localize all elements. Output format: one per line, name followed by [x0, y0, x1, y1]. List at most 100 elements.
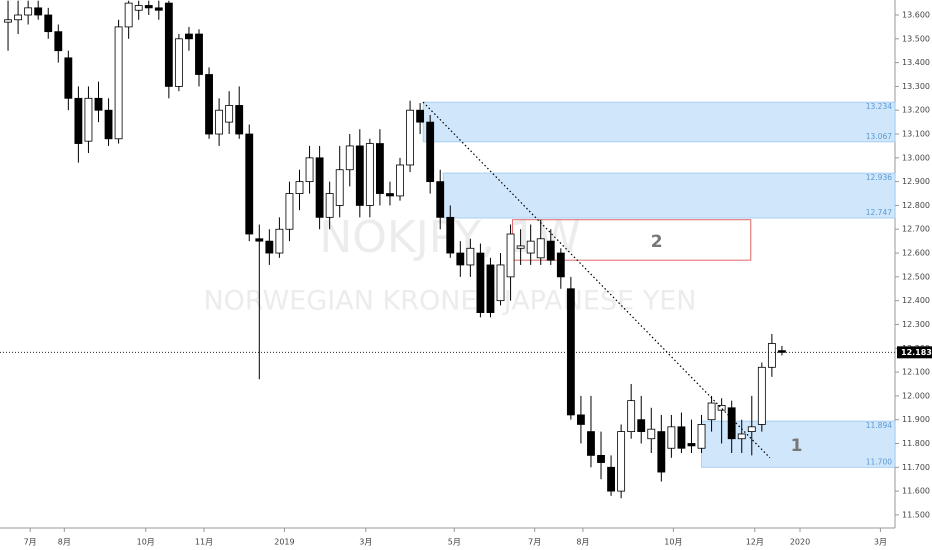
candle-body — [406, 109, 414, 166]
y-tick-label: 12.700 — [902, 225, 930, 234]
candle-body — [667, 426, 676, 449]
y-tick-label: 12.500 — [902, 272, 930, 281]
zone-low-label: 13.067 — [866, 132, 892, 141]
last-price-label: 12.183 — [901, 348, 932, 357]
y-tick-label: 12.400 — [902, 296, 930, 305]
candle-body — [456, 252, 465, 266]
candle-body — [205, 74, 213, 135]
y-tick-label: 12.300 — [902, 320, 930, 329]
candle-body — [657, 431, 666, 473]
zone-high-label: 12.936 — [866, 173, 892, 182]
candle-body — [647, 428, 656, 440]
x-tick-label: 8月 — [576, 538, 589, 547]
candle-body — [446, 216, 455, 254]
candle-body — [516, 245, 525, 249]
candle-body — [506, 233, 515, 278]
x-tick-label: 2020 — [790, 538, 810, 547]
candle-body — [335, 169, 344, 206]
candle-body — [174, 38, 183, 87]
y-tick-label: 13.300 — [902, 82, 930, 91]
y-tick-label: 11.600 — [902, 487, 930, 496]
y-tick-label: 12.000 — [902, 391, 930, 400]
candle-body — [265, 240, 274, 254]
candle-body — [717, 405, 726, 411]
zone — [422, 101, 896, 143]
candle-body — [305, 157, 314, 183]
candle-body — [747, 426, 756, 432]
watermark-subtitle: NORWEGIAN KRONE / JAPANESE YEN — [203, 286, 696, 317]
candle-body — [245, 133, 254, 235]
candle-body — [617, 431, 626, 492]
candle-body — [536, 238, 545, 259]
x-tick-label: 7月 — [528, 538, 541, 547]
candle-body — [325, 193, 334, 218]
x-tick-label: 5月 — [448, 538, 461, 547]
last-price-tag — [897, 346, 932, 359]
candle-body — [345, 145, 354, 171]
candle-body — [375, 143, 384, 194]
y-tick-label: 13.500 — [902, 34, 930, 43]
candle-body — [436, 181, 445, 218]
candle-body — [225, 105, 234, 123]
y-tick-label: 13.100 — [902, 130, 930, 139]
candle-body — [104, 109, 113, 140]
candle-body — [637, 419, 646, 432]
candle-body — [546, 240, 555, 261]
candle-body — [255, 238, 264, 242]
y-tick-label: 12.800 — [902, 201, 930, 210]
candle-body — [386, 193, 394, 197]
candle-body — [355, 145, 364, 206]
candle-body — [54, 31, 63, 52]
candle-body — [556, 252, 565, 278]
zone-low-label: 11.700 — [866, 457, 892, 466]
candle-body — [767, 343, 776, 368]
zone-label: 1 — [791, 436, 803, 456]
candle-body — [195, 33, 203, 75]
candle-body — [476, 252, 485, 313]
x-tick-label: 12月 — [746, 538, 764, 547]
candle-body — [707, 402, 716, 421]
candle-body — [124, 2, 133, 28]
candle-body — [597, 454, 605, 463]
candle-body — [44, 14, 53, 33]
candle-body — [94, 97, 103, 111]
candle-body — [587, 431, 595, 456]
candle-body — [687, 443, 696, 447]
y-tick-label: 13.000 — [902, 153, 930, 162]
x-tick-label: 8月 — [58, 538, 71, 547]
candle-body — [778, 350, 786, 353]
candle-body — [396, 164, 404, 197]
candle-body — [466, 247, 475, 266]
candle-body — [365, 143, 374, 206]
zone-high-label: 13.234 — [866, 102, 892, 111]
candle-body — [627, 400, 636, 432]
candle-body — [496, 264, 505, 302]
candle-body — [14, 14, 23, 21]
y-tick-label: 12.100 — [902, 368, 930, 377]
trendline — [422, 101, 771, 459]
y-tick-label: 12.900 — [902, 177, 930, 186]
y-tick-label: 13.600 — [902, 10, 930, 19]
candle-body — [24, 7, 33, 16]
candle-body — [275, 228, 284, 254]
candle-body — [285, 193, 294, 230]
candle-body — [607, 466, 615, 492]
candle-body — [577, 414, 585, 425]
candle-body — [416, 109, 425, 123]
candle-body — [144, 5, 153, 9]
candle-body — [566, 288, 575, 416]
y-tick-label: 13.200 — [902, 106, 930, 115]
candle-body — [64, 57, 73, 99]
candle-body — [315, 157, 324, 218]
candle-body — [84, 97, 93, 142]
y-tick-label: 11.900 — [902, 415, 930, 424]
x-tick-label: 10月 — [137, 538, 155, 547]
x-tick-label: 10月 — [664, 538, 682, 547]
x-tick-label: 3月 — [874, 538, 887, 547]
y-tick-label: 11.800 — [902, 439, 930, 448]
candle-body — [164, 2, 173, 87]
candle-body — [134, 5, 143, 11]
candle-body — [215, 109, 224, 135]
candle-body — [677, 426, 686, 449]
candle-body — [4, 19, 12, 23]
